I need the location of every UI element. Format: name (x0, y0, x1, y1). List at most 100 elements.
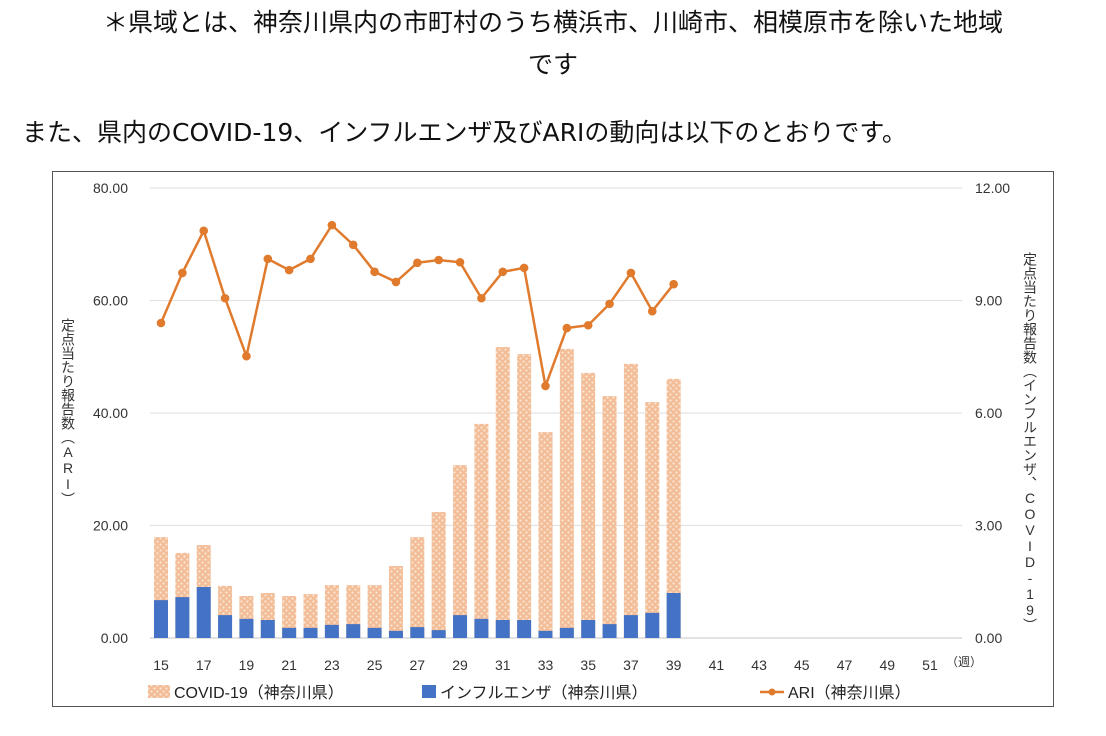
x-tick-label: 33 (538, 657, 554, 673)
influenza-bar (175, 597, 190, 638)
ari-point (370, 267, 379, 277)
y-right-tick-label: 9.00 (975, 293, 1002, 309)
influenza-bar (517, 620, 532, 638)
influenza-bar (666, 593, 681, 638)
ari-point (327, 220, 337, 230)
influenza-bar (303, 627, 318, 638)
x-tick-label: 19 (239, 657, 255, 673)
influenza-bar (218, 615, 233, 638)
covid-bar (474, 423, 489, 638)
legend-ari-label: ARI（神奈川県） (788, 684, 911, 702)
x-tick-label: 45 (794, 657, 810, 673)
influenza-bar (346, 624, 361, 638)
y-right-axis-title: 定点当たり報告数（インフルエンザ、COVID-19） (1022, 252, 1038, 632)
x-tick-label: 39 (666, 657, 682, 673)
covid-bar (666, 378, 681, 638)
x-tick-label: 17 (196, 657, 212, 673)
x-tick-label: 37 (623, 657, 639, 673)
x-tick-label: 25 (367, 657, 383, 673)
ari-point (348, 240, 358, 250)
influenza-bar (324, 624, 339, 638)
y-right-tick-label: 3.00 (975, 518, 1002, 534)
ari-point (498, 267, 508, 277)
influenza-bar (538, 630, 553, 638)
ari-point (284, 265, 294, 275)
legend-covid-swatch (148, 685, 170, 698)
y-left-tick-label: 80.00 (93, 180, 128, 196)
x-tick-label: 49 (879, 657, 895, 673)
ari-point (541, 381, 550, 391)
y-left-tick-label: 20.00 (93, 518, 128, 534)
x-tick-label: 29 (452, 657, 468, 673)
influenza-bar (495, 620, 510, 638)
y-right-tick-label: 6.00 (975, 405, 1002, 421)
ari-point (519, 263, 529, 273)
ari-point (156, 318, 166, 328)
ari-point (242, 351, 251, 361)
x-tick-label: 27 (410, 657, 426, 673)
covid-bar (538, 432, 553, 638)
ari-point (220, 293, 230, 303)
influenza-bar (388, 630, 403, 638)
covid-bar (410, 537, 425, 638)
ari-line (159, 223, 675, 391)
influenza-bar (196, 587, 211, 638)
influenza-bar (282, 627, 297, 638)
x-tick-label: 35 (580, 657, 596, 673)
influenza-bar (410, 627, 425, 638)
covid-bar (623, 363, 638, 638)
y-left-tick-label: 60.00 (93, 293, 128, 309)
y-right-tick-label: 12.00 (975, 180, 1010, 196)
ari-point (583, 320, 593, 330)
y-left-tick-label: 0.00 (101, 630, 128, 646)
covid-bar (303, 594, 318, 638)
ari-point (434, 255, 443, 265)
influenza-bar (367, 627, 382, 638)
intro-text: また、県内のCOVID-19、インフルエンザ及びARIの動向は以下のとおりです。 (22, 118, 907, 147)
x-tick-label: 23 (324, 657, 340, 673)
influenza-bar (602, 624, 617, 638)
covid-bar (602, 396, 617, 638)
ari-point (477, 293, 486, 303)
covid-bar (388, 566, 403, 638)
ari-point (199, 226, 209, 236)
influenza-bar (453, 615, 468, 638)
influenza-bar (474, 618, 489, 638)
legend-influenza-label: インフルエンザ（神奈川県） (440, 684, 648, 702)
influenza-bar (623, 615, 638, 638)
legend-ari-marker (768, 688, 776, 696)
ari-point (647, 306, 657, 316)
influenza-bar (645, 612, 660, 638)
y-left-axis-title: 定点当たり報告数（ARI） (60, 318, 76, 506)
x-tick-label: 21 (281, 657, 297, 673)
ari-point (669, 279, 678, 289)
y-left-tick-label: 40.00 (93, 405, 128, 421)
influenza-bar (581, 620, 596, 638)
ari-point (626, 268, 636, 278)
ari-point (455, 257, 465, 267)
influenza-bar (239, 618, 254, 638)
covid-bar (367, 585, 382, 638)
ari-point (413, 258, 422, 268)
ari-point (562, 323, 572, 333)
influenza-bar (260, 620, 275, 638)
covid-bar (453, 465, 468, 638)
ari-point (306, 254, 315, 264)
x-tick-label: 31 (495, 657, 511, 673)
ari-point (263, 254, 273, 264)
covid-bar (517, 354, 532, 638)
y-right-tick-label: 0.00 (975, 630, 1002, 646)
covid-bar (559, 348, 574, 638)
covid-bar (431, 512, 446, 638)
influenza-bar (559, 627, 574, 638)
x-tick-label: 15 (153, 657, 169, 673)
footnote-line-1: ＊県域とは、神奈川県内の市町村のうち横浜市、川崎市、相模原市を除いた地域 (102, 8, 1003, 37)
influenza-bar (154, 600, 168, 638)
covid-bar (495, 347, 510, 638)
ari-point (605, 299, 614, 309)
x-unit-label: （週） (946, 655, 982, 669)
covid-bar (282, 596, 297, 638)
x-tick-label: 51 (922, 657, 938, 673)
chart-container (52, 171, 1054, 707)
